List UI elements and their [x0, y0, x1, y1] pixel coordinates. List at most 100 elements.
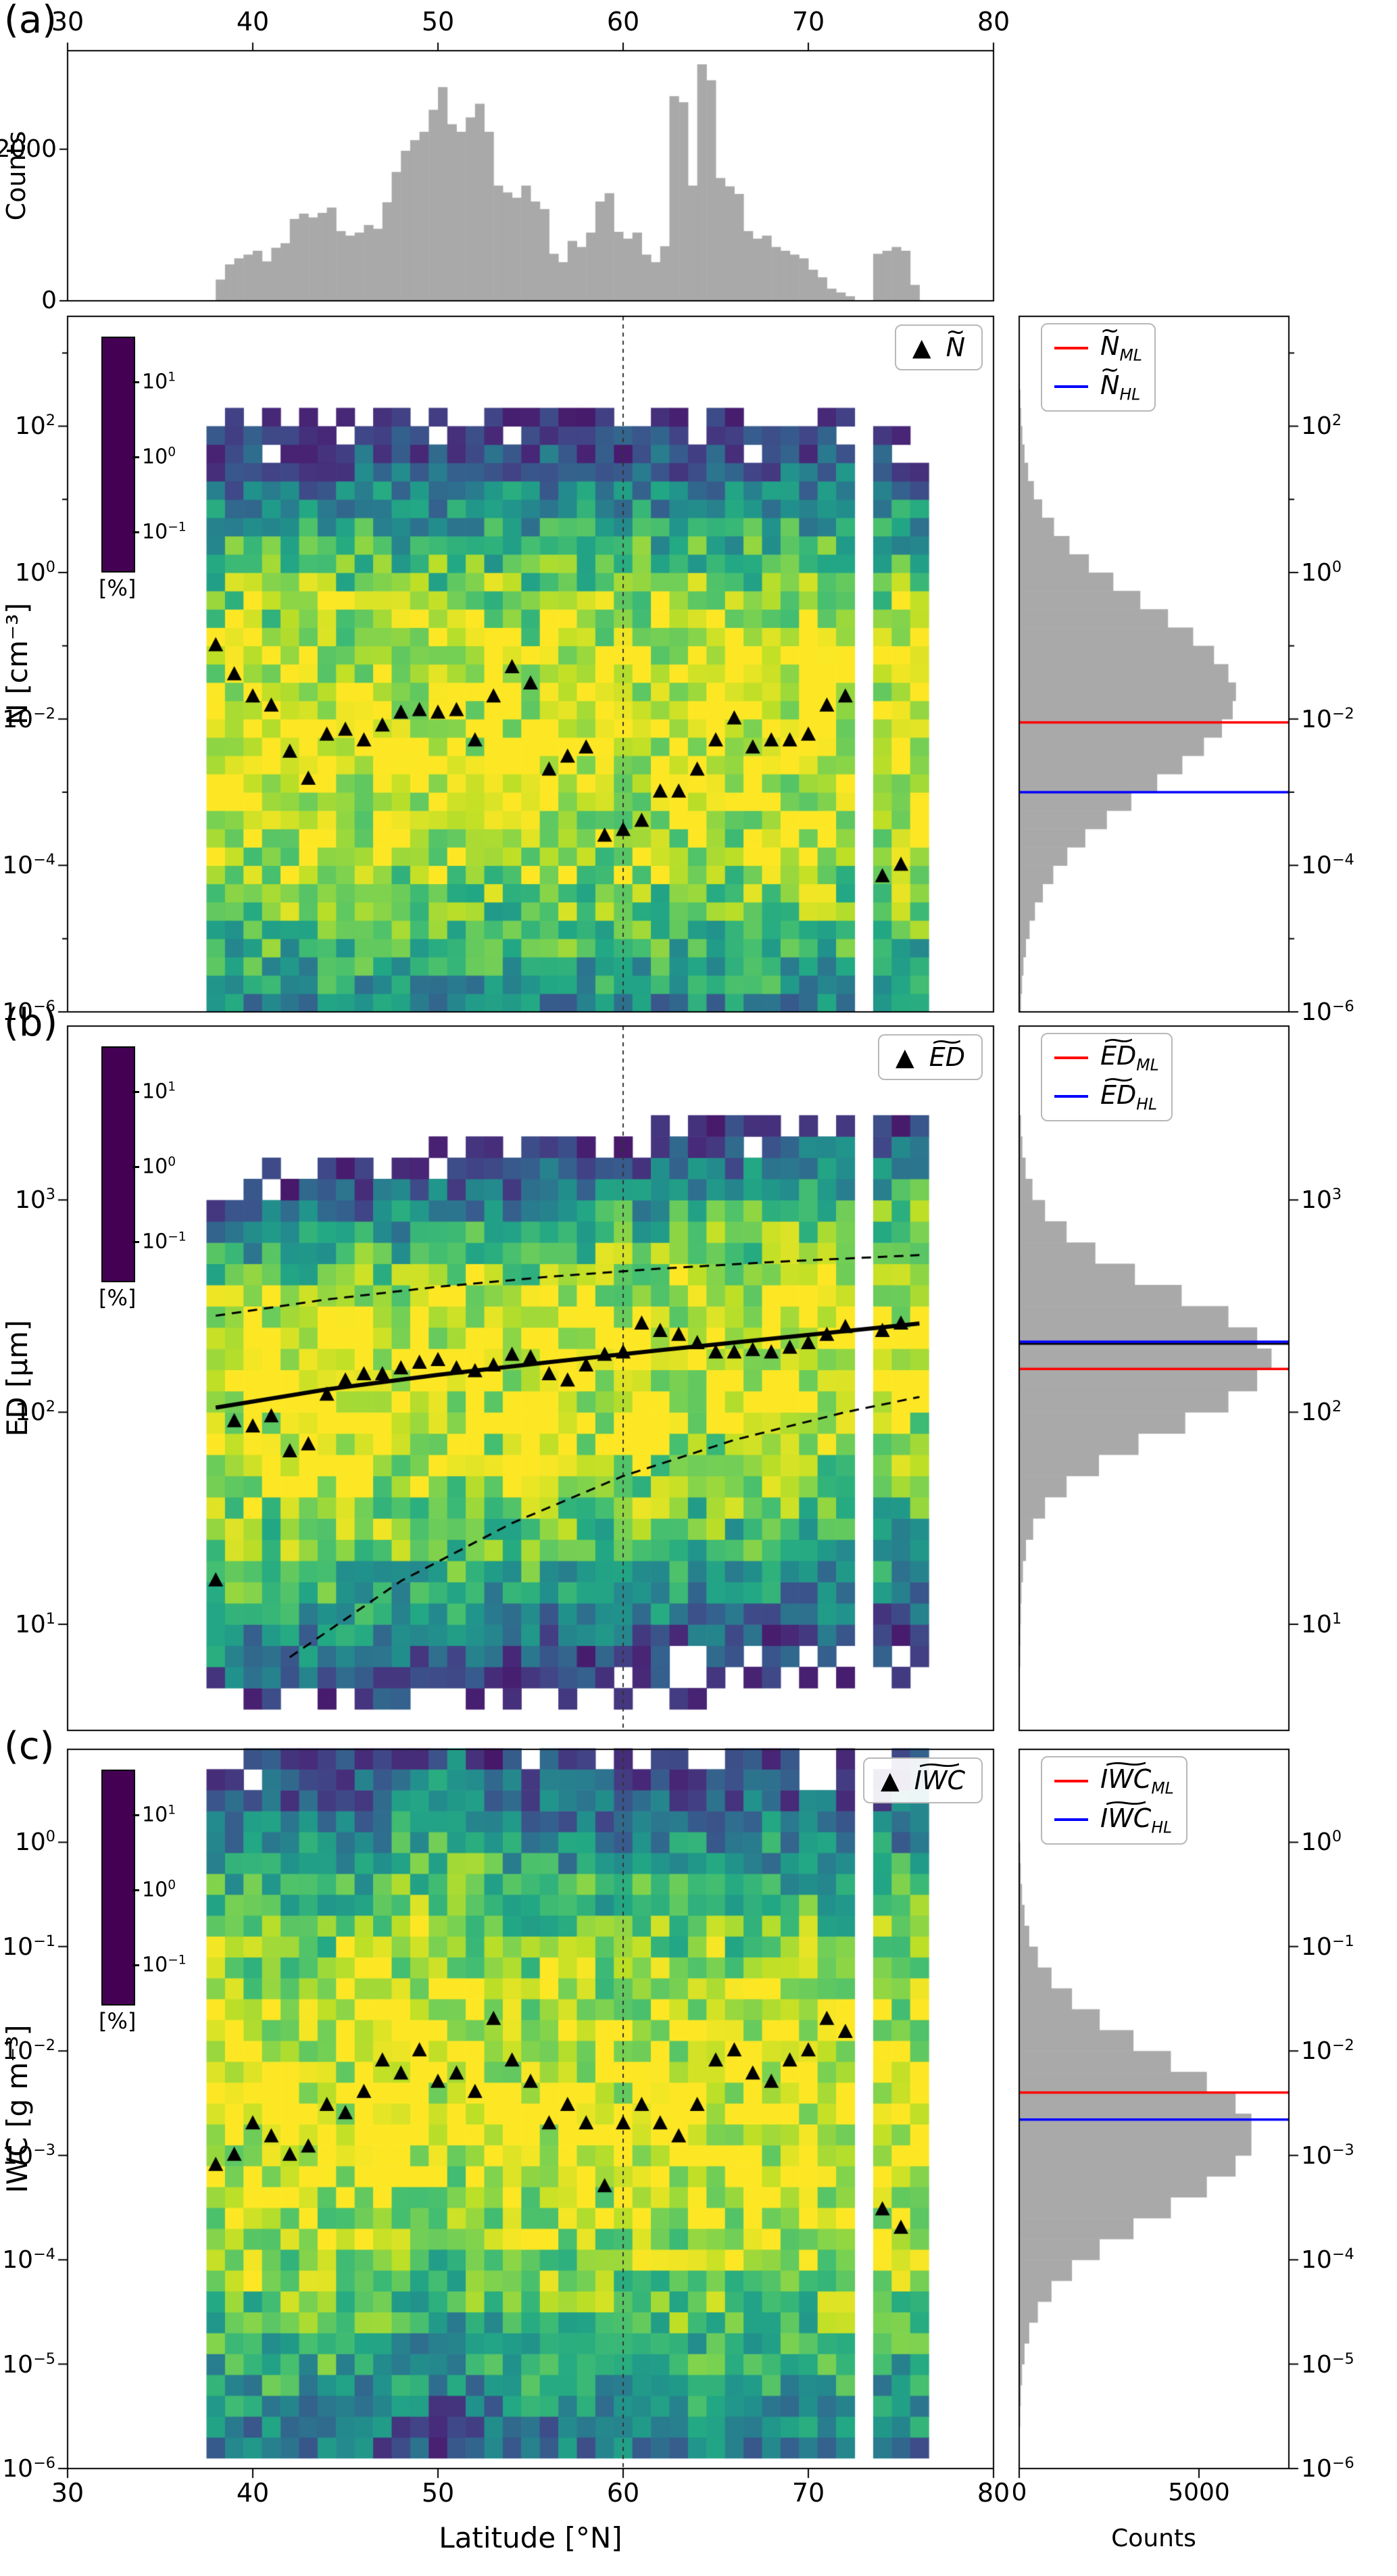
colorbar-tick-label: 10−1 [142, 520, 187, 544]
legend-label: ~ ED [929, 1028, 965, 1072]
colorbar-tick-label: 101 [142, 1079, 176, 1104]
right-y-tick-label: 100 [1301, 558, 1342, 587]
bottom-x-tick-label: 70 [791, 2478, 825, 2508]
colorbar-tick [132, 531, 139, 534]
right-y-tick-label: 102 [1301, 412, 1342, 441]
top-x-tick-label: 30 [51, 7, 84, 37]
legend-N-vs-latitude-marginal: ~ NML ~ NHL [1041, 317, 1156, 412]
colorbar-tick-label: 101 [142, 1803, 176, 1827]
right-y-tick-label: 103 [1301, 1186, 1342, 1215]
triangle-marker-icon: ▲ [880, 1766, 900, 1795]
line-swatch-icon [1054, 1779, 1088, 1782]
y-tick-label: 10−4 [2, 851, 55, 880]
triangle-marker-icon: ▲ [912, 333, 931, 362]
legend-label: ~ IWCML [1099, 1750, 1174, 1798]
legend-label: ~ N [946, 318, 966, 362]
right-y-tick-label: 102 [1301, 1398, 1342, 1427]
bottom-x-tick-label: 40 [236, 2478, 270, 2508]
right-y-tick-label: 100 [1301, 1828, 1342, 1857]
y-tick-label: 100 [14, 1828, 55, 1857]
bottom-x-tick-label: 80 [977, 2478, 1010, 2508]
legend-row: ~ IWCML [1054, 1750, 1174, 1798]
right-y-tick-label: 10−2 [1301, 704, 1354, 733]
top-hist-y-tick-label: 2000 [0, 135, 57, 163]
right-y-tick-label: 10−4 [1301, 2245, 1354, 2275]
legend-label: ~ EDHL [1100, 1066, 1158, 1114]
y-tick-label: 102 [14, 1398, 55, 1427]
right-y-tick-label: 10−5 [1301, 2350, 1354, 2379]
legend-row: ~ NML [1054, 317, 1142, 365]
y-tick-label: 10−2 [2, 704, 55, 733]
top-hist-y-tick-label: 0 [41, 287, 57, 314]
legend-label: ~ IWC [913, 1751, 966, 1795]
legend-row: ~ EDML [1054, 1027, 1159, 1075]
legend-row: ~ EDHL [1054, 1066, 1158, 1114]
counts-tick-label: 0 [1011, 2479, 1027, 2506]
colorbar-tick [132, 1166, 139, 1169]
line-swatch-icon [1054, 385, 1088, 389]
colorbar-tick [132, 456, 139, 459]
colorbar-tick [132, 381, 139, 383]
y-tick-label: 100 [14, 558, 55, 587]
x-axis-label: Latitude [°N] [439, 2521, 622, 2554]
colorbar-tick-label: 101 [142, 370, 176, 394]
top-x-tick-label: 80 [977, 7, 1010, 37]
line-swatch-icon [1054, 1056, 1088, 1059]
top-x-tick-label: 50 [421, 7, 455, 37]
colorbar-tick [132, 1814, 139, 1816]
y-tick-label: 10−1 [2, 1932, 55, 1961]
legend-label: ~ EDML [1100, 1027, 1159, 1075]
colorbar-tick-label: 100 [142, 1878, 176, 1902]
colorbar-b-unit: [%] [99, 1285, 137, 1311]
colorbar-a-unit: [%] [99, 575, 137, 601]
legend-label: ~ IWCHL [1099, 1789, 1173, 1837]
counts-tick-label: 5000 [1168, 2479, 1230, 2506]
line-swatch-icon [1054, 1818, 1088, 1822]
bottom-x-tick-label: 50 [421, 2478, 455, 2508]
y-tick-label: 10−6 [2, 2454, 55, 2483]
right-y-tick-label: 10−6 [1301, 2454, 1354, 2483]
y-tick-label: 10−4 [2, 2245, 55, 2275]
right-y-tick-label: 10−3 [1301, 2141, 1354, 2170]
panel-label-c: (c) [4, 1724, 55, 1768]
right-y-tick-label: 10−1 [1301, 1932, 1354, 1961]
y-tick-label: 10−5 [2, 2350, 55, 2379]
y-tick-label: 10−6 [2, 998, 55, 1026]
top-x-tick-label: 40 [236, 7, 270, 37]
legend-row: ~ IWCHL [1054, 1789, 1173, 1837]
right-y-tick-label: 10−6 [1301, 998, 1354, 1026]
right-y-tick-label: 101 [1301, 1610, 1342, 1639]
bottom-x-tick-label: 60 [606, 2478, 640, 2508]
right-y-tick-label: 10−4 [1301, 851, 1354, 880]
colorbar-tick-label: 100 [142, 445, 176, 469]
panel-label-a: (a) [4, 0, 57, 42]
line-swatch-icon [1054, 1095, 1088, 1098]
line-swatch-icon [1054, 346, 1088, 349]
legend-label: ~ NML [1100, 317, 1142, 365]
colorbar-tick-label: 100 [142, 1155, 176, 1179]
colorbar-IWC-vs-latitude [101, 1770, 135, 2006]
colorbar-ED-vs-latitude [101, 1046, 135, 1282]
colorbar-tick [132, 1889, 139, 1892]
y-tick-label: 103 [14, 1186, 55, 1215]
counts-axis-label: Counts [1111, 2525, 1196, 2552]
legend-ED-vs-latitude: ▲ ~ ED [878, 1028, 983, 1080]
legend-IWC-vs-latitude-marginal: ~ IWCML ~ IWCHL [1041, 1750, 1187, 1845]
legend-label: ~ NHL [1100, 356, 1141, 404]
colorbar-tick-label: 10−1 [142, 1230, 187, 1254]
right-y-tick-label: 10−2 [1301, 2037, 1354, 2066]
y-tick-label: 10−3 [2, 2141, 55, 2170]
y-tick-label: 10−2 [2, 2037, 55, 2066]
top-x-tick-label: 70 [791, 7, 825, 37]
legend-IWC-vs-latitude: ▲ ~ IWC [862, 1751, 983, 1803]
colorbar-tick [132, 1090, 139, 1093]
colorbar-tick-label: 10−1 [142, 1953, 187, 1977]
bottom-x-tick-label: 30 [51, 2478, 84, 2508]
colorbar-N-vs-latitude [101, 337, 135, 573]
triangle-marker-icon: ▲ [896, 1043, 914, 1071]
legend-N-vs-latitude: ▲ ~ N [894, 318, 983, 370]
top-x-tick-label: 60 [606, 7, 640, 37]
